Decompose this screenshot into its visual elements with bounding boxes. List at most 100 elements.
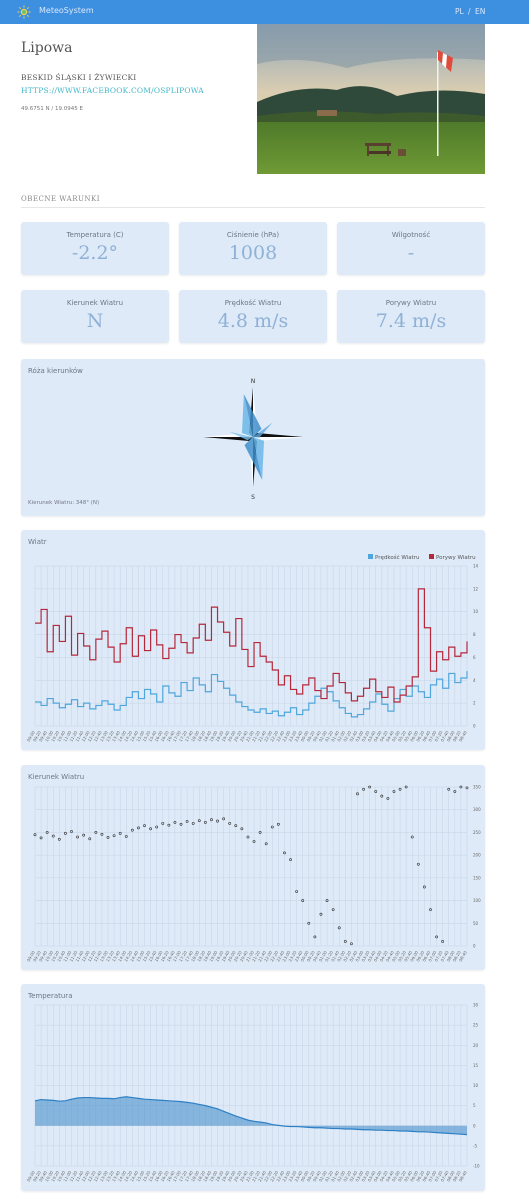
x-tick-label: 06:40 xyxy=(421,1170,431,1183)
x-tick-label: 21:20 xyxy=(251,730,261,743)
sun-logo-icon[interactable] xyxy=(17,5,31,19)
temperature-line xyxy=(34,1096,468,1136)
y-tick-label: 4 xyxy=(473,678,476,683)
wind-chart[interactable]: Prędkość Wiatru Porywy Wiatru 09:0009:20… xyxy=(21,530,485,750)
x-tick-label: 12:20 xyxy=(87,1170,97,1183)
wind-direction-label: Kierunek Wiatru xyxy=(66,299,124,307)
x-tick-label: 01:40 xyxy=(330,1170,340,1183)
x-tick-label: 05:00 xyxy=(391,730,401,743)
x-tick-label: 21:20 xyxy=(251,1170,261,1183)
x-tick-label: 19:40 xyxy=(220,1170,230,1183)
direction-point xyxy=(216,819,219,823)
direction-point xyxy=(88,837,92,841)
x-tick-label: 04:20 xyxy=(379,950,389,963)
x-tick-label: 06:40 xyxy=(421,950,431,963)
card-pressure: Ciśnienie (hPa) 1008 xyxy=(179,222,327,275)
x-tick-label: 23:40 xyxy=(293,950,303,963)
x-tick-label: 22:20 xyxy=(269,1170,279,1183)
x-tick-label: 03:00 xyxy=(354,950,364,963)
direction-point xyxy=(258,831,262,834)
x-tick-label: 19:40 xyxy=(220,950,230,963)
x-tick-label: 06:20 xyxy=(415,730,425,743)
x-tick-label: 08:00 xyxy=(446,1170,456,1183)
x-tick-label: 00:40 xyxy=(312,950,322,963)
direction-point xyxy=(459,785,463,789)
legend-speed-label[interactable]: Prędkość Wiatru xyxy=(375,554,419,561)
x-tick-label: 20:20 xyxy=(233,950,243,963)
lang-pl-link[interactable]: PL xyxy=(455,7,464,16)
humidity-value: - xyxy=(407,242,415,264)
x-tick-label: 12:40 xyxy=(93,950,103,963)
x-tick-label: 13:20 xyxy=(105,1170,115,1183)
card-temperature: Temperatura (C) -2.2° xyxy=(21,222,169,275)
x-tick-label: 15:20 xyxy=(141,1170,151,1183)
x-tick-label: 14:40 xyxy=(129,950,139,963)
x-tick-label: 23:20 xyxy=(287,730,297,743)
x-tick-label: 14:20 xyxy=(123,730,133,743)
direction-point xyxy=(191,821,195,825)
wind-direction-chart-panel: Kierunek Wiatru 09:00 09:20 09:40 10:00 10:2… xyxy=(21,765,485,970)
x-tick-label: 23:20 xyxy=(287,1170,297,1183)
x-tick-label: 14:00 xyxy=(117,730,127,743)
x-tick-label: 15:20 xyxy=(141,730,151,743)
x-tick-label: 21:20 xyxy=(251,950,261,963)
direction-point xyxy=(313,935,317,939)
temperature-label: Temperatura (C) xyxy=(66,231,124,239)
x-tick-label: 12:00 xyxy=(81,950,91,963)
x-tick-label: 00:20 xyxy=(306,730,316,743)
x-tick-label: 12:00 xyxy=(81,1170,91,1183)
direction-point xyxy=(398,787,402,791)
x-tick-label: 07:20 xyxy=(433,1170,443,1183)
direction-point xyxy=(319,912,323,916)
x-tick-label: 09:00 xyxy=(26,950,36,963)
x-tick-label: 04:40 xyxy=(385,730,395,743)
facebook-link[interactable]: HTTPS://WWW.FACEBOOK.COM/OSPLIPOWA xyxy=(21,86,204,95)
x-tick-label: 01:20 xyxy=(324,1170,334,1183)
x-tick-label: 02:20 xyxy=(342,950,352,963)
x-tick-label: 09:40 xyxy=(38,950,48,963)
x-tick-label: 13:40 xyxy=(111,730,121,743)
x-tick-label: 03:40 xyxy=(367,1170,377,1183)
direction-point xyxy=(404,785,408,789)
x-tick-label: 13:00 xyxy=(99,1170,109,1183)
wind-rose-title: Róża kierunków xyxy=(28,367,83,375)
x-tick-label: 09:20 xyxy=(32,950,42,963)
x-tick-label: 05:40 xyxy=(403,1170,413,1183)
x-tick-label: 21:40 xyxy=(257,1170,267,1183)
y-tick-label: -10 xyxy=(473,1164,480,1169)
temperature-chart[interactable]: 09:0009:2009:4010:0010:2010:4011:0011:20… xyxy=(21,984,485,1191)
x-tick-label: 18:20 xyxy=(196,950,206,963)
x-tick-label: 00:20 xyxy=(306,950,316,963)
x-tick-label: 17:40 xyxy=(184,730,194,743)
wind-speed-label: Prędkość Wiatru xyxy=(224,299,282,307)
humidity-label: Wilgotność xyxy=(391,231,431,239)
legend-gust-label[interactable]: Porywy Wiatru xyxy=(436,555,476,561)
wind-direction-value: N xyxy=(86,310,104,332)
x-tick-label: 19:40 xyxy=(220,730,230,743)
x-tick-label: 20:20 xyxy=(233,1170,243,1183)
wind-direction-chart[interactable]: 09:0009:2009:4010:0010:2010:4011:0011:20… xyxy=(21,765,485,970)
x-tick-label: 08:20 xyxy=(452,1170,462,1183)
direction-point xyxy=(39,836,43,840)
brand-link[interactable]: MeteoSystem xyxy=(39,6,94,15)
x-tick-label: 12:40 xyxy=(93,1170,103,1183)
x-tick-label: 00:40 xyxy=(312,1170,322,1183)
card-wind-gusts: Porywy Wiatru 7.4 m/s xyxy=(337,290,485,343)
direction-point xyxy=(447,787,451,791)
x-tick-label: 16:20 xyxy=(160,730,170,743)
temperature-chart-panel: Temperatura 09:00 09:20 09:40 10:00 10:20 10:… xyxy=(21,984,485,1191)
y-tick-label: -5 xyxy=(473,1143,477,1148)
direction-point xyxy=(179,822,183,826)
x-tick-label: 08:40 xyxy=(458,730,468,743)
lang-en-link[interactable]: EN xyxy=(475,7,486,16)
x-tick-label: 18:20 xyxy=(196,730,206,743)
x-tick-label: 11:40 xyxy=(74,1170,84,1183)
x-tick-label: 20:40 xyxy=(239,730,249,743)
x-tick-label: 18:00 xyxy=(190,1170,200,1183)
wind-rose-panel: Róża kierunków N S Kie xyxy=(21,359,485,516)
y-tick-label: 15 xyxy=(473,1063,479,1068)
x-tick-label: 10:40 xyxy=(56,730,66,743)
y-tick-label: 10 xyxy=(473,1083,479,1088)
direction-point xyxy=(203,821,207,824)
direction-point xyxy=(362,787,365,791)
